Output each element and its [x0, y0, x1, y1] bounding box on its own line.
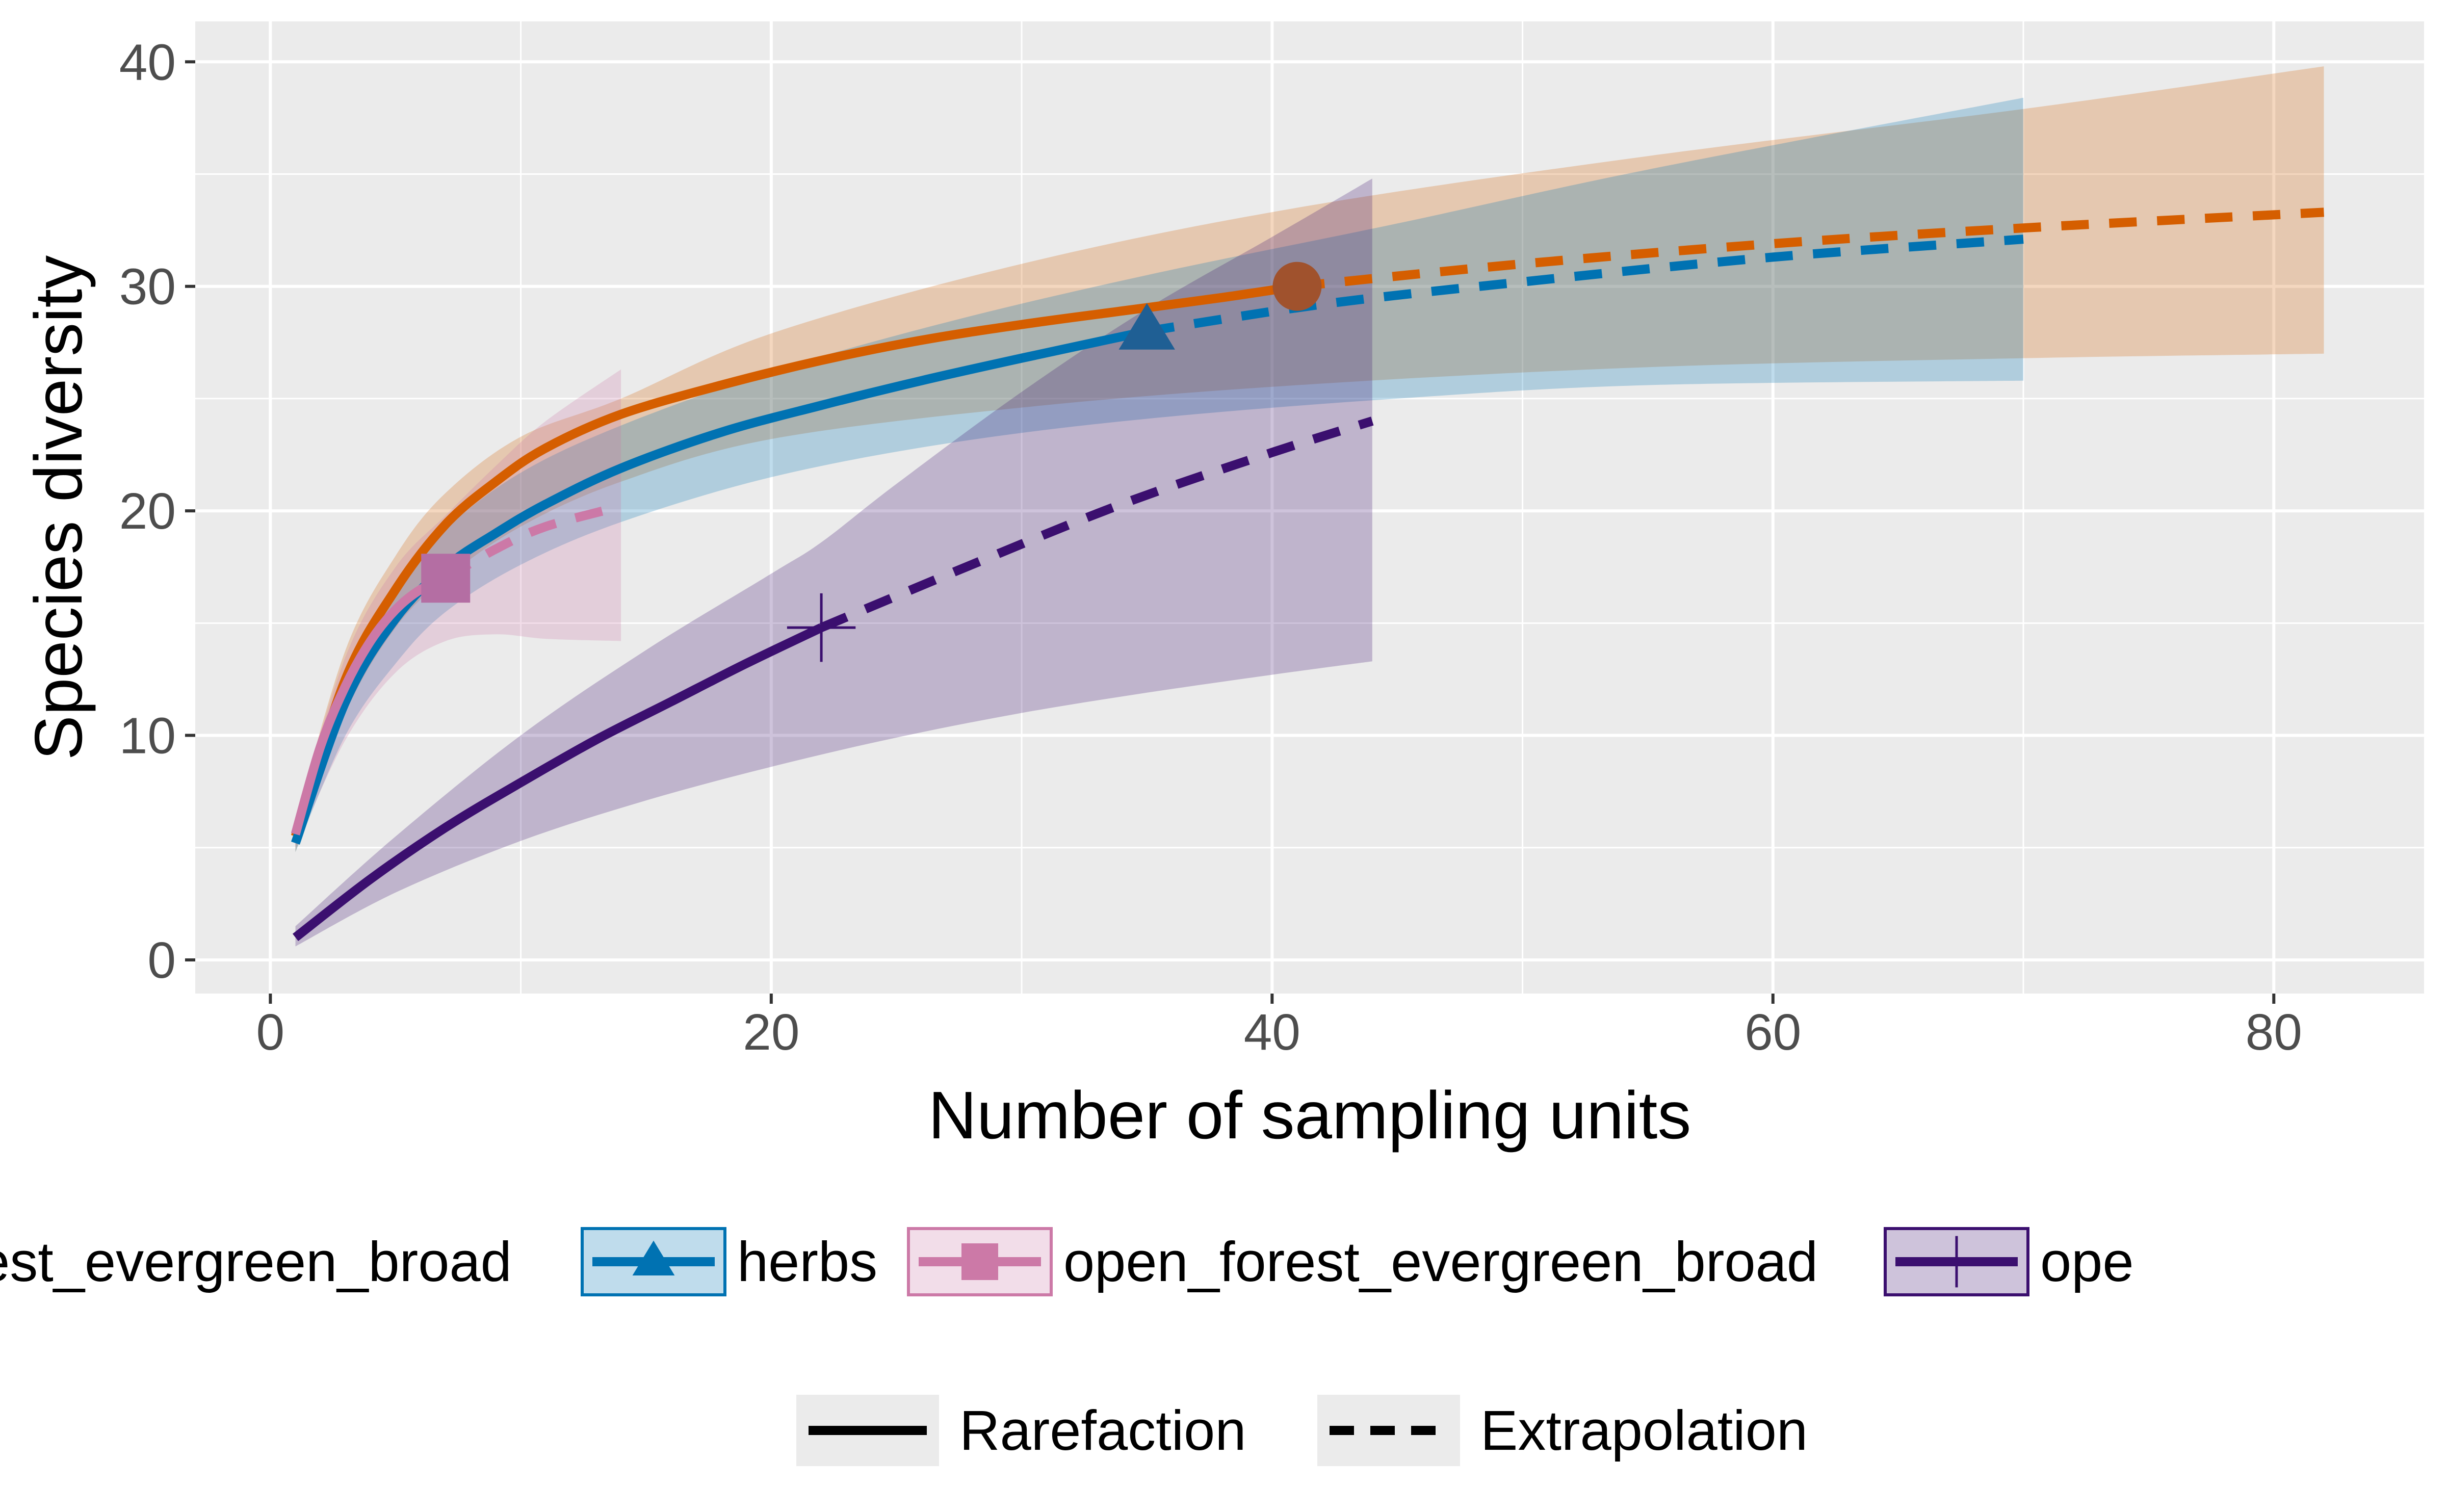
- observed-marker-open_forest_evergreen_needle: [787, 593, 856, 662]
- legend-label-open_forest_evergreen_needle: ope: [2040, 1231, 2134, 1293]
- grid-minor: [195, 21, 2424, 994]
- observed-markers: [421, 262, 1322, 662]
- series-legend: osed_forest_evergreen_broad herbs open_for…: [0, 1227, 2134, 1296]
- extrapolation-line-herbs: [1146, 234, 2024, 336]
- legend-key-marker: [1931, 1236, 1983, 1288]
- y-tick-label: 20: [119, 483, 176, 540]
- extrapolation-line-closed_forest_evergreen_broad: [1296, 207, 2324, 291]
- observed-marker-open_forest_evergreen_broad: [421, 554, 471, 603]
- y-tick-label: 30: [119, 258, 176, 316]
- legend-label-open_forest_evergreen_broad: open_forest_evergreen_broad: [1063, 1231, 1818, 1293]
- legend-key-open_forest_evergreen_broad: [907, 1227, 1053, 1296]
- rarefaction-line-herbs: [291, 327, 1148, 845]
- legend-key-herbs: [581, 1227, 726, 1296]
- ci-band-closed_forest_evergreen_broad: [295, 66, 2324, 852]
- x-tick-label: 40: [1244, 1004, 1300, 1061]
- observed-marker-closed_forest_evergreen_broad: [1272, 262, 1322, 311]
- ci-band-open_forest_evergreen_broad: [295, 369, 621, 848]
- legend-key-marker: [961, 1243, 998, 1280]
- y-tick-label: 40: [119, 34, 176, 91]
- y-tick-label: 0: [147, 932, 176, 989]
- linetype-label-solid: Rarefaction: [959, 1399, 1246, 1462]
- x-tick-label: 60: [1745, 1004, 1801, 1061]
- x-tick-label: 0: [256, 1004, 285, 1061]
- extrapolation-line-open_forest_evergreen_needle: [819, 416, 1374, 632]
- x-tick-label: 80: [2246, 1004, 2302, 1061]
- observed-marker-herbs: [1118, 303, 1175, 350]
- x-axis-title: Number of sampling units: [928, 1078, 1691, 1153]
- grid-major: [195, 21, 2424, 994]
- diversity-curves: [291, 207, 2324, 942]
- axes: 0 20 40 60 80 0 10 20 30 40: [119, 34, 2302, 1061]
- legend-label-herbs: herbs: [737, 1231, 877, 1293]
- rarefaction-line-open_forest_evergreen_needle: [292, 623, 823, 942]
- extrapolation-line-open_forest_evergreen_broad: [443, 502, 622, 582]
- linetype-legend: Rarefaction Extrapolation: [796, 1395, 1808, 1466]
- y-axis-title: Species diversity: [21, 255, 96, 760]
- legend-key-marker: [632, 1240, 675, 1275]
- legend-key-open_forest_evergreen_needle: [1884, 1227, 2029, 1296]
- legend-label-closed_forest_evergreen_broad: osed_forest_evergreen_broad: [0, 1231, 512, 1293]
- linetype-label-dashed: Extrapolation: [1480, 1399, 1808, 1462]
- rarefaction-line-open_forest_evergreen_broad: [291, 573, 448, 836]
- ci-band-herbs: [295, 97, 2023, 852]
- plot-panel: [195, 21, 2424, 994]
- rarefaction-line-closed_forest_evergreen_broad: [291, 281, 1298, 838]
- x-tick-label: 20: [743, 1004, 799, 1061]
- y-tick-label: 10: [119, 708, 176, 765]
